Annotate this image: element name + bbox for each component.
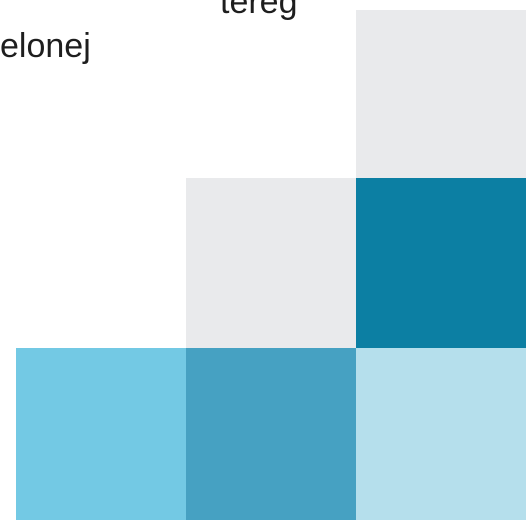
tile-top-right — [356, 10, 526, 178]
tile-middle-center — [186, 178, 356, 348]
tile-middle-right — [356, 178, 526, 348]
text-fragment-top: tereg — [220, 0, 298, 21]
tile-bottom-left — [16, 348, 186, 520]
text-fragment-second: elonej — [0, 27, 91, 65]
tile-bottom-center — [186, 348, 356, 520]
tile-bottom-right — [356, 348, 526, 520]
